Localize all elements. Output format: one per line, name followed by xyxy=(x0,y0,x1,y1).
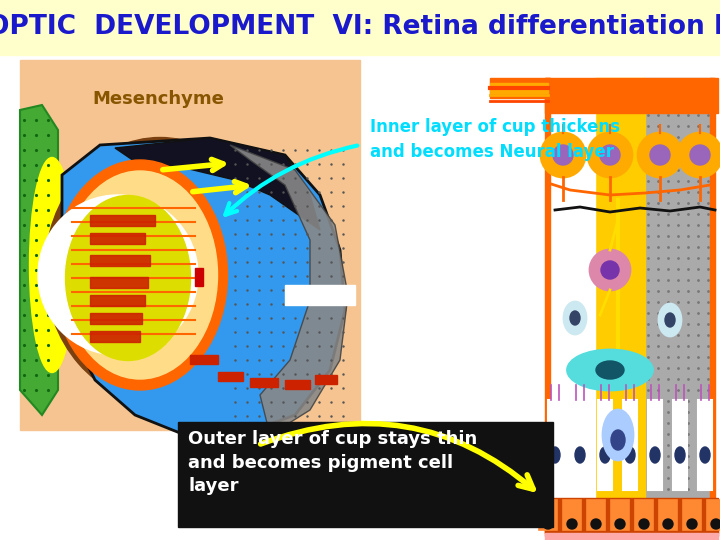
Ellipse shape xyxy=(625,447,635,463)
Text: Inner layer of cup thickens: Inner layer of cup thickens xyxy=(370,118,620,136)
Text: Outer layer of cup stays thin
and becomes pigment cell
layer: Outer layer of cup stays thin and become… xyxy=(188,430,477,495)
Bar xyxy=(20,60,360,430)
Bar xyxy=(490,78,550,98)
Bar xyxy=(683,500,701,530)
Bar xyxy=(315,375,337,384)
Circle shape xyxy=(553,145,573,165)
Circle shape xyxy=(638,133,682,177)
Bar xyxy=(611,500,629,530)
Bar xyxy=(548,78,595,528)
Bar xyxy=(635,500,653,530)
Bar xyxy=(178,422,553,527)
Circle shape xyxy=(543,519,553,529)
Text: and becomes Neural layer: and becomes Neural layer xyxy=(370,143,614,161)
Bar xyxy=(595,78,645,528)
Bar xyxy=(285,285,355,305)
Circle shape xyxy=(541,133,585,177)
Circle shape xyxy=(639,519,649,529)
Bar xyxy=(195,268,203,286)
Circle shape xyxy=(687,519,697,529)
Circle shape xyxy=(650,145,670,165)
Bar xyxy=(573,400,587,490)
Circle shape xyxy=(567,519,577,529)
Text: Mesenchyme: Mesenchyme xyxy=(92,90,224,108)
Bar xyxy=(545,533,718,540)
Ellipse shape xyxy=(575,447,585,463)
Bar xyxy=(587,500,605,530)
Bar xyxy=(285,380,310,389)
Ellipse shape xyxy=(66,195,191,361)
Bar xyxy=(545,78,718,113)
Bar xyxy=(648,400,662,490)
Bar xyxy=(698,400,712,490)
Bar xyxy=(623,400,637,490)
Ellipse shape xyxy=(700,447,710,463)
Circle shape xyxy=(690,145,710,165)
Bar xyxy=(90,215,155,226)
Circle shape xyxy=(678,133,720,177)
Polygon shape xyxy=(115,138,320,230)
Ellipse shape xyxy=(567,350,652,390)
Polygon shape xyxy=(62,138,345,435)
Circle shape xyxy=(663,519,673,529)
Bar xyxy=(545,78,550,533)
Bar xyxy=(90,277,148,288)
Bar xyxy=(90,313,142,324)
Bar xyxy=(0,0,720,55)
Ellipse shape xyxy=(611,430,625,450)
Circle shape xyxy=(588,133,632,177)
Bar xyxy=(545,498,718,536)
Circle shape xyxy=(590,250,630,290)
Ellipse shape xyxy=(564,302,586,334)
Bar xyxy=(659,500,677,530)
Ellipse shape xyxy=(550,447,560,463)
Bar xyxy=(563,500,581,530)
Bar xyxy=(707,500,720,530)
Bar xyxy=(548,78,713,528)
Ellipse shape xyxy=(650,447,660,463)
Circle shape xyxy=(711,519,720,529)
Ellipse shape xyxy=(675,447,685,463)
Bar xyxy=(250,378,278,387)
Bar xyxy=(598,400,612,490)
Bar xyxy=(90,255,150,266)
Text: OPTIC  DEVELOPMENT  VI: Retina differentiation II: OPTIC DEVELOPMENT VI: Retina differentia… xyxy=(0,14,720,40)
Bar xyxy=(90,233,145,244)
Ellipse shape xyxy=(30,158,74,373)
Circle shape xyxy=(601,261,619,279)
Bar xyxy=(545,528,718,533)
Circle shape xyxy=(591,519,601,529)
Bar xyxy=(645,78,713,528)
Ellipse shape xyxy=(45,138,275,402)
Bar xyxy=(539,500,557,530)
Bar xyxy=(673,400,687,490)
Bar xyxy=(710,78,715,533)
Bar xyxy=(90,331,140,342)
Ellipse shape xyxy=(603,410,633,460)
Bar xyxy=(490,83,548,93)
Ellipse shape xyxy=(596,361,624,379)
Bar xyxy=(548,400,562,490)
Ellipse shape xyxy=(63,171,217,379)
Circle shape xyxy=(38,195,198,355)
Ellipse shape xyxy=(659,304,681,336)
Ellipse shape xyxy=(600,447,610,463)
Circle shape xyxy=(615,519,625,529)
Bar xyxy=(90,295,145,306)
Bar xyxy=(190,355,218,364)
Polygon shape xyxy=(20,105,58,415)
Ellipse shape xyxy=(53,160,228,390)
Ellipse shape xyxy=(570,311,580,325)
Ellipse shape xyxy=(665,313,675,327)
Polygon shape xyxy=(230,145,348,435)
Bar xyxy=(218,372,243,381)
Circle shape xyxy=(600,145,620,165)
